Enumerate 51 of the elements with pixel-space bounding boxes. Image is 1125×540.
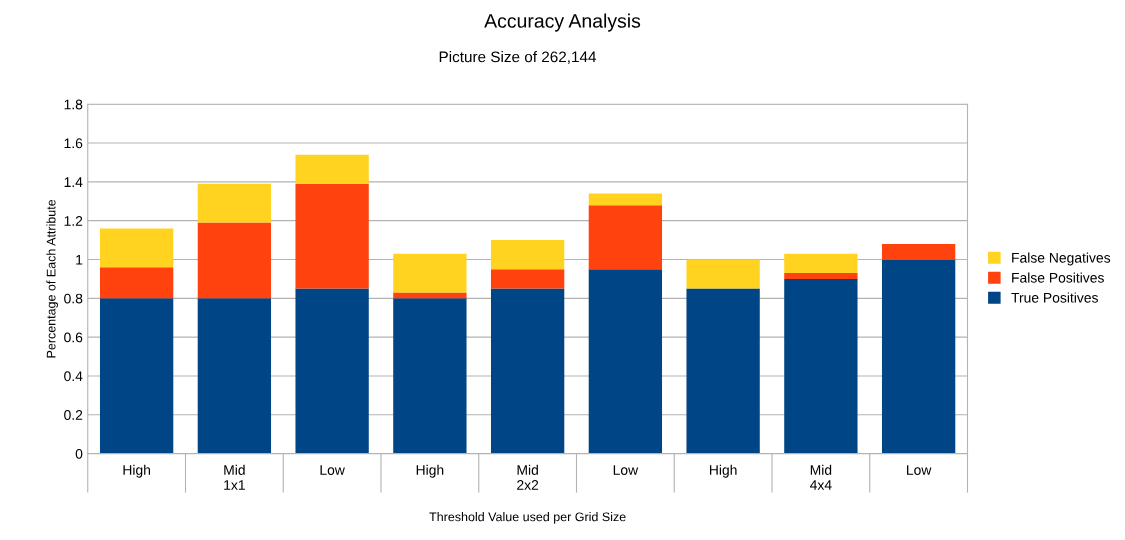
x-tick-label: Mid 2x2 <box>517 464 539 490</box>
y-axis-title: Percentage of Each Attribute <box>46 199 59 358</box>
y-tick-label: 0.8 <box>64 293 83 304</box>
y-tick-label: 1 <box>76 254 83 265</box>
bar <box>197 183 272 223</box>
x-tick-label: Mid 4x4 <box>810 464 832 490</box>
y-tick-label: 0.4 <box>64 371 83 382</box>
bar <box>99 228 174 268</box>
x-tick-label: High <box>709 464 737 478</box>
bar <box>784 253 858 274</box>
bar <box>784 273 858 279</box>
legend-label: False Positives <box>1012 272 1104 283</box>
bar <box>197 298 272 454</box>
bar <box>295 288 369 454</box>
bar <box>295 154 369 184</box>
bar <box>490 269 565 289</box>
bar <box>393 298 467 454</box>
x-tick-label: Low <box>320 465 345 475</box>
bar <box>588 193 663 206</box>
bar <box>686 259 760 289</box>
bar <box>588 269 663 454</box>
chart-subtitle: Picture Size of 262,144 <box>439 51 597 65</box>
x-tick-label: Low <box>907 465 932 475</box>
bar <box>490 240 565 270</box>
legend-label: False Negatives <box>1012 252 1111 266</box>
y-tick-label: 1.4 <box>64 177 83 187</box>
y-tick-label: 1.8 <box>64 99 83 110</box>
bar <box>881 243 956 260</box>
y-tick-label: 0.6 <box>64 332 83 343</box>
bar <box>393 253 467 293</box>
bar <box>686 288 760 454</box>
bar <box>197 222 272 299</box>
x-axis-title: Threshold Value used per Grid Size <box>429 512 626 524</box>
y-tick-label: 1.2 <box>64 216 83 226</box>
x-tick-label: Mid 1x1 <box>224 464 245 490</box>
chart-title: Accuracy Analysis <box>484 13 641 32</box>
x-tick-label: High <box>416 464 444 478</box>
x-tick-label: Low <box>613 465 639 475</box>
bar <box>393 292 467 299</box>
bar <box>588 205 663 270</box>
bar <box>881 259 956 454</box>
y-tick-label: 1.6 <box>64 138 83 149</box>
x-tick-label: High <box>123 464 151 478</box>
bar <box>99 298 174 454</box>
y-tick-label: 0.2 <box>64 410 83 420</box>
y-tick-label: 0 <box>75 448 83 459</box>
bar <box>99 267 174 299</box>
bar <box>784 278 858 454</box>
legend-label: True Positives <box>1011 292 1098 303</box>
bar <box>295 183 369 289</box>
bar <box>490 288 565 454</box>
